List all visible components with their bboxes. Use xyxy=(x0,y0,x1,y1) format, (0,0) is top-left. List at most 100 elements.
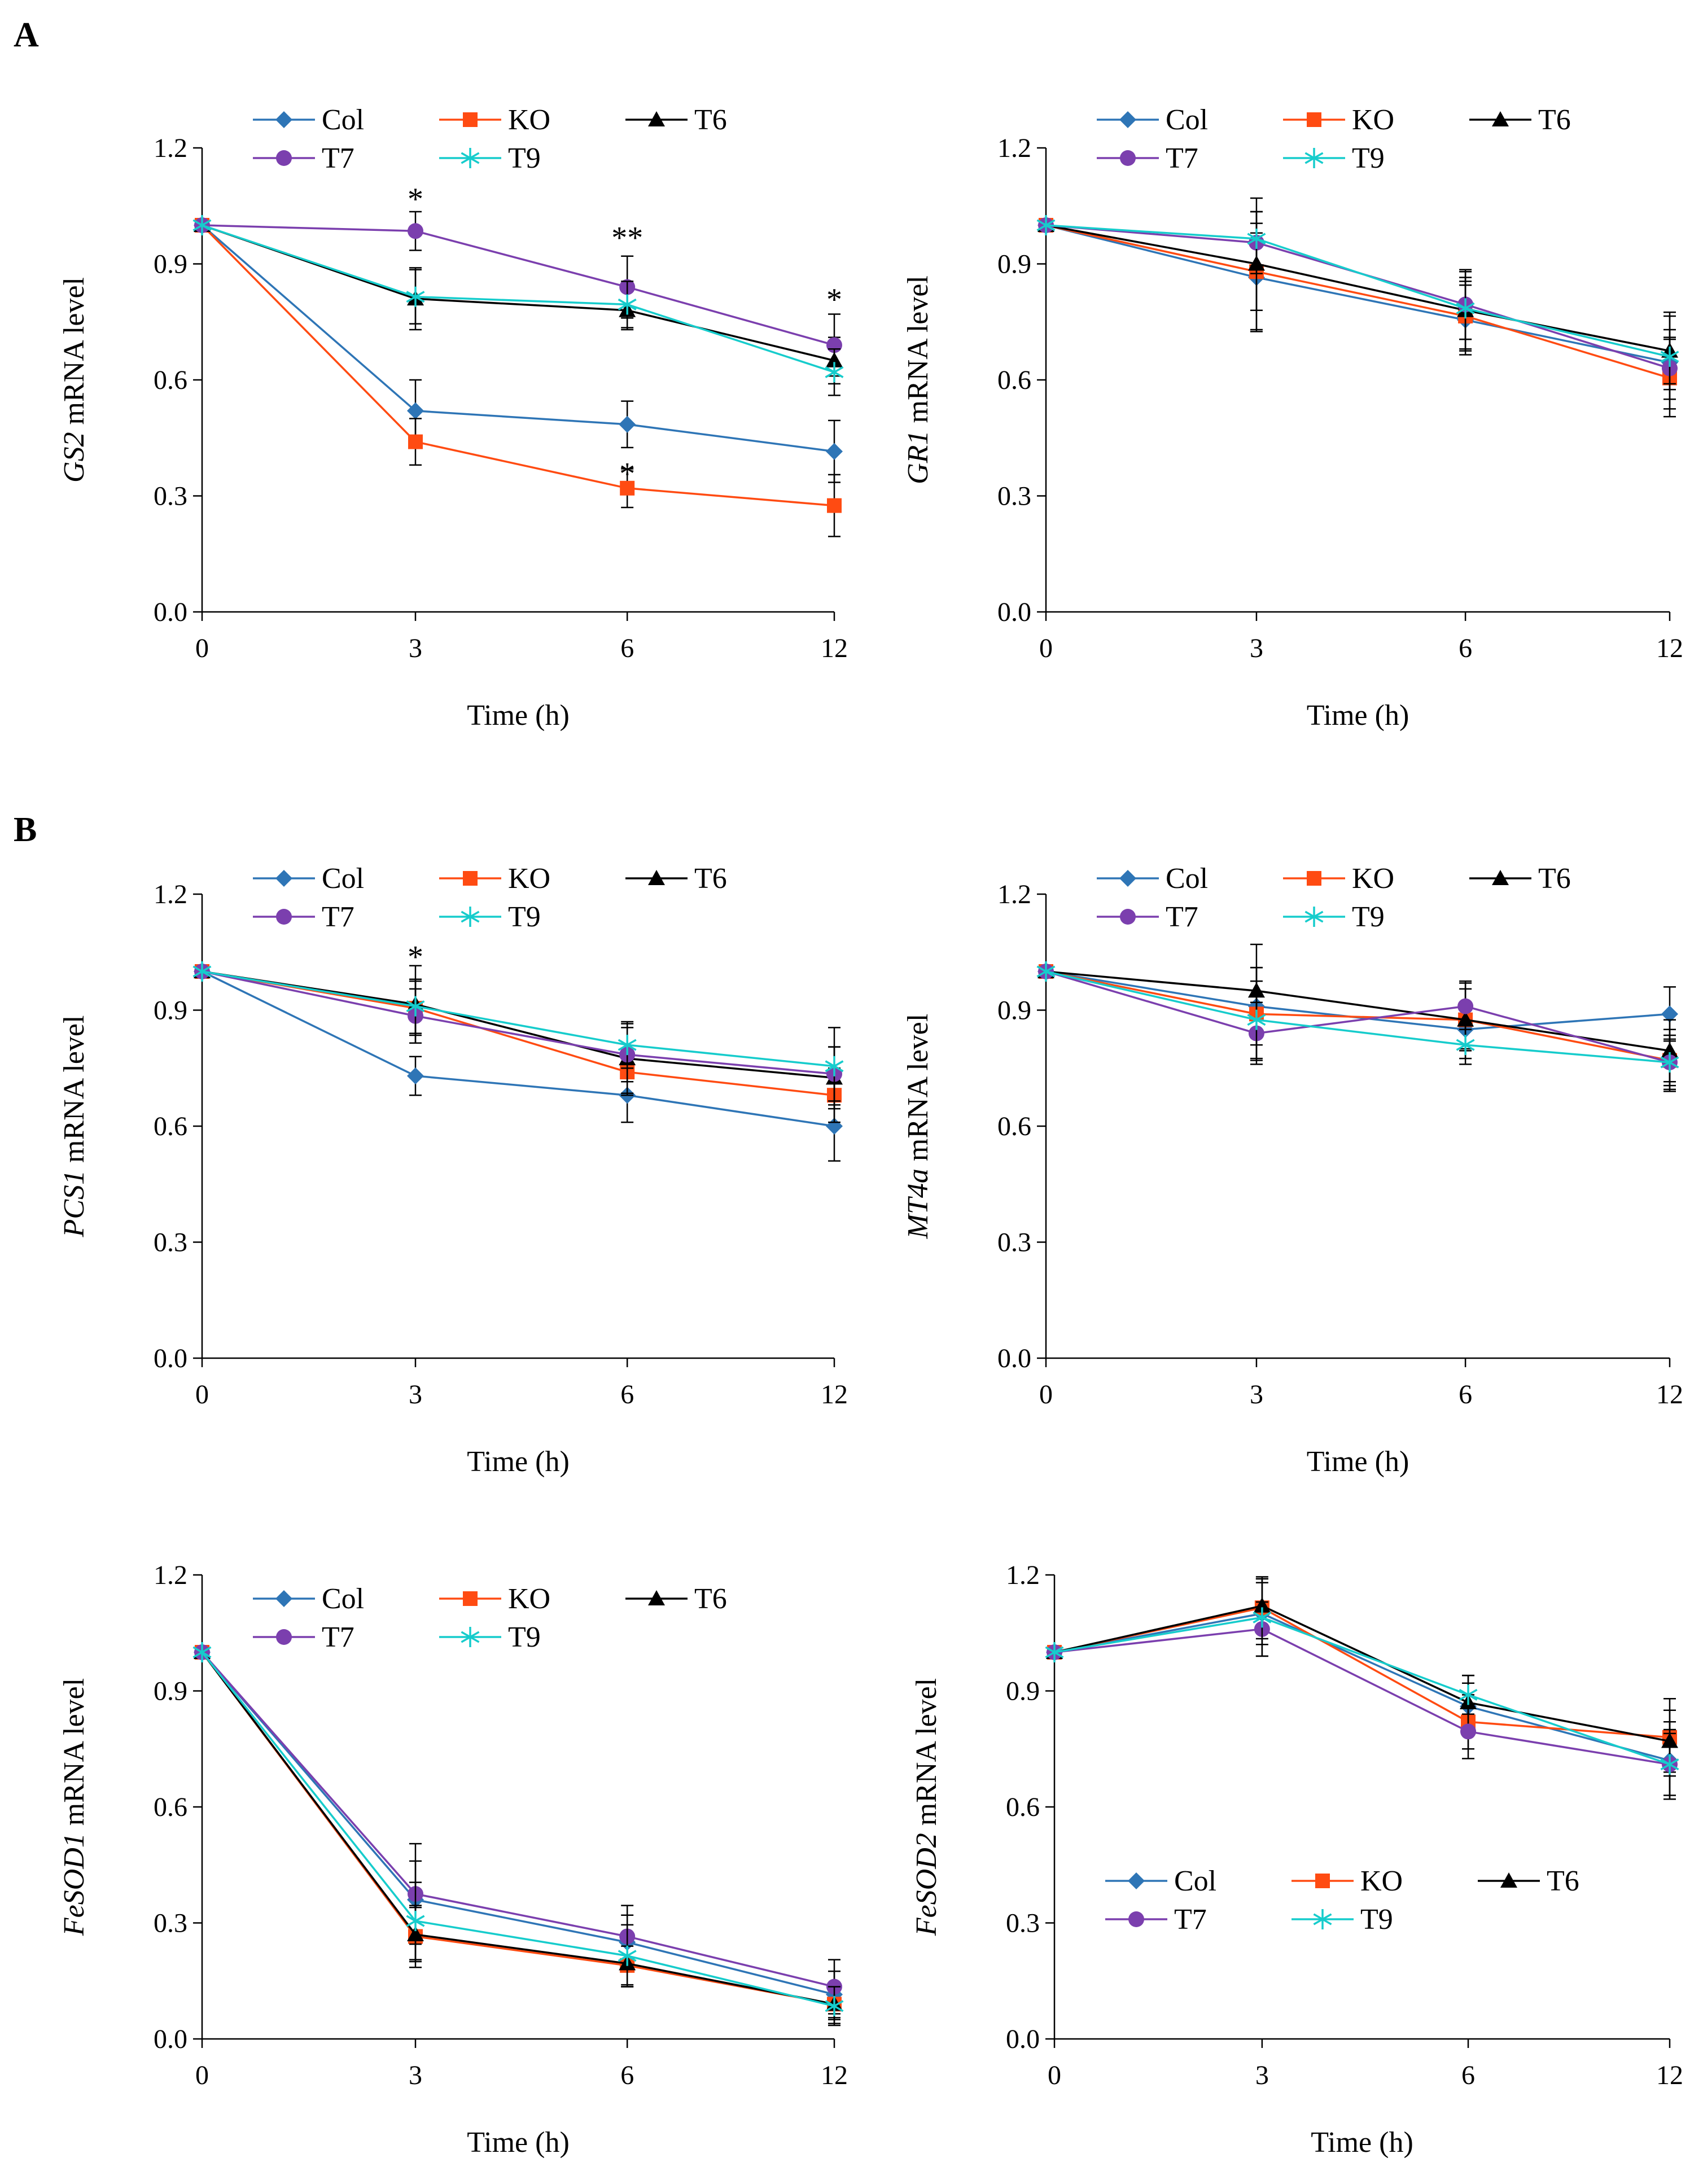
y-tick-label: 0.6 xyxy=(1006,1792,1040,1822)
legend-item-col: Col xyxy=(1097,863,1208,895)
y-tick-label: 0.0 xyxy=(154,1343,187,1373)
legend-label: T7 xyxy=(1174,1903,1207,1936)
series-t9 xyxy=(192,961,844,1106)
legend-item-col: Col xyxy=(1105,1865,1216,1897)
legend-marker xyxy=(276,909,292,925)
legend-label: T9 xyxy=(1360,1903,1393,1936)
y-axis-title: FeSOD2 mRNA level xyxy=(910,1678,943,1936)
y-axis-gene: PCS1 xyxy=(58,1170,90,1237)
data-point xyxy=(407,1067,424,1084)
star-stroke xyxy=(1253,1611,1272,1623)
legend: Col KO T6 T7 T9 xyxy=(253,1583,727,1653)
legend-marker xyxy=(463,1591,478,1606)
legend-label: T7 xyxy=(322,1621,354,1653)
star-stroke xyxy=(192,1646,212,1658)
legend-item-t6: T6 xyxy=(625,863,727,895)
star-stroke xyxy=(1304,152,1324,164)
legend-label: KO xyxy=(508,104,550,136)
legend-marker xyxy=(1128,1911,1144,1927)
y-tick-label: 0.0 xyxy=(154,597,187,627)
legend-item-t7: T7 xyxy=(1105,1903,1207,1936)
x-tick-label: 12 xyxy=(1656,2060,1683,2090)
star-stroke xyxy=(1045,1646,1064,1658)
series-t9 xyxy=(1036,211,1679,385)
series-line-col xyxy=(202,970,835,1127)
y-tick-label: 0.9 xyxy=(997,996,1031,1026)
star-stroke xyxy=(825,1060,844,1073)
y-tick-label: 0.0 xyxy=(997,597,1031,627)
y-tick-label: 0.0 xyxy=(997,1343,1031,1373)
legend-marker xyxy=(276,1629,292,1645)
legend-label: Col xyxy=(322,863,364,895)
legend-item-t6: T6 xyxy=(625,1583,727,1615)
star-stroke xyxy=(1247,233,1266,245)
data-point xyxy=(825,1056,844,1076)
legend-item-t7: T7 xyxy=(1097,901,1198,933)
legend-item-ko: KO xyxy=(1283,104,1394,136)
data-point xyxy=(1456,298,1475,319)
x-tick-label: 0 xyxy=(195,1380,209,1410)
y-axis-gene: FeSOD1 xyxy=(58,1833,90,1936)
legend-item-ko: KO xyxy=(1283,863,1394,895)
star-stroke xyxy=(1459,1688,1478,1701)
legend-item-t7: T7 xyxy=(253,1621,354,1653)
legend-item-t6: T6 xyxy=(1478,1865,1579,1897)
x-tick-label: 6 xyxy=(620,633,634,663)
y-axis-suffix: mRNA level xyxy=(58,1016,90,1170)
star-stroke xyxy=(1456,1039,1475,1051)
x-tick-label: 3 xyxy=(409,1380,422,1410)
data-point xyxy=(826,443,843,460)
series-line-col xyxy=(1054,1612,1670,1762)
data-point xyxy=(192,1642,212,1662)
legend-marker xyxy=(1304,907,1324,927)
legend-marker xyxy=(1492,870,1509,885)
legend-marker xyxy=(1119,111,1136,128)
legend-label: Col xyxy=(322,1583,364,1615)
series-line-ko xyxy=(1045,224,1670,379)
legend-item-t9: T9 xyxy=(439,901,541,933)
data-point xyxy=(406,996,425,1017)
legend-label: Col xyxy=(1166,104,1208,136)
data-point xyxy=(1459,1684,1478,1705)
star-stroke xyxy=(406,1000,425,1013)
series-line-ko xyxy=(201,224,835,507)
x-tick-label: 0 xyxy=(195,633,209,663)
legend-label: T7 xyxy=(322,142,354,174)
legend-marker xyxy=(648,870,665,885)
x-axis-title: Time (h) xyxy=(467,1446,570,1478)
data-point xyxy=(406,1911,425,1932)
data-point xyxy=(618,294,637,315)
legend-marker xyxy=(275,1590,292,1607)
legend-label: KO xyxy=(1352,104,1394,136)
legend-item-ko: KO xyxy=(1292,1865,1403,1897)
y-tick-label: 0.6 xyxy=(997,365,1031,395)
y-tick-label: 0.6 xyxy=(154,1792,187,1822)
legend-label: Col xyxy=(1166,863,1208,895)
legend-item-ko: KO xyxy=(439,1583,550,1615)
significance-mark: ** xyxy=(611,221,643,256)
y-axis-title: GR1 mRNA level xyxy=(902,275,934,484)
y-axis-gene: FeSOD2 xyxy=(910,1833,943,1936)
series-line-t9 xyxy=(1054,1616,1670,1766)
data-point xyxy=(1660,346,1679,367)
y-tick-label: 1.2 xyxy=(154,879,187,909)
legend-label: KO xyxy=(508,1583,550,1615)
legend-item-t9: T9 xyxy=(1283,142,1385,174)
legend-marker xyxy=(275,111,292,128)
y-axis-title: MT4a mRNA level xyxy=(902,1014,934,1240)
y-axis-suffix: mRNA level xyxy=(910,1678,943,1833)
x-tick-label: 3 xyxy=(1250,633,1263,663)
legend-item-t6: T6 xyxy=(1469,863,1571,895)
legend-item-t6: T6 xyxy=(1469,104,1571,136)
legend-item-t7: T7 xyxy=(253,901,354,933)
legend: Col KO T6 T7 T9 xyxy=(1105,1865,1579,1936)
y-tick-label: 0.9 xyxy=(154,1677,187,1706)
data-point xyxy=(406,286,425,307)
y-axis-title: GS2 mRNA level xyxy=(58,277,90,483)
data-point xyxy=(1253,1607,1272,1628)
legend-item-ko: KO xyxy=(439,863,550,895)
y-tick-label: 1.2 xyxy=(997,879,1031,909)
data-point xyxy=(1045,1642,1064,1662)
y-tick-label: 0.0 xyxy=(1006,2024,1040,2054)
